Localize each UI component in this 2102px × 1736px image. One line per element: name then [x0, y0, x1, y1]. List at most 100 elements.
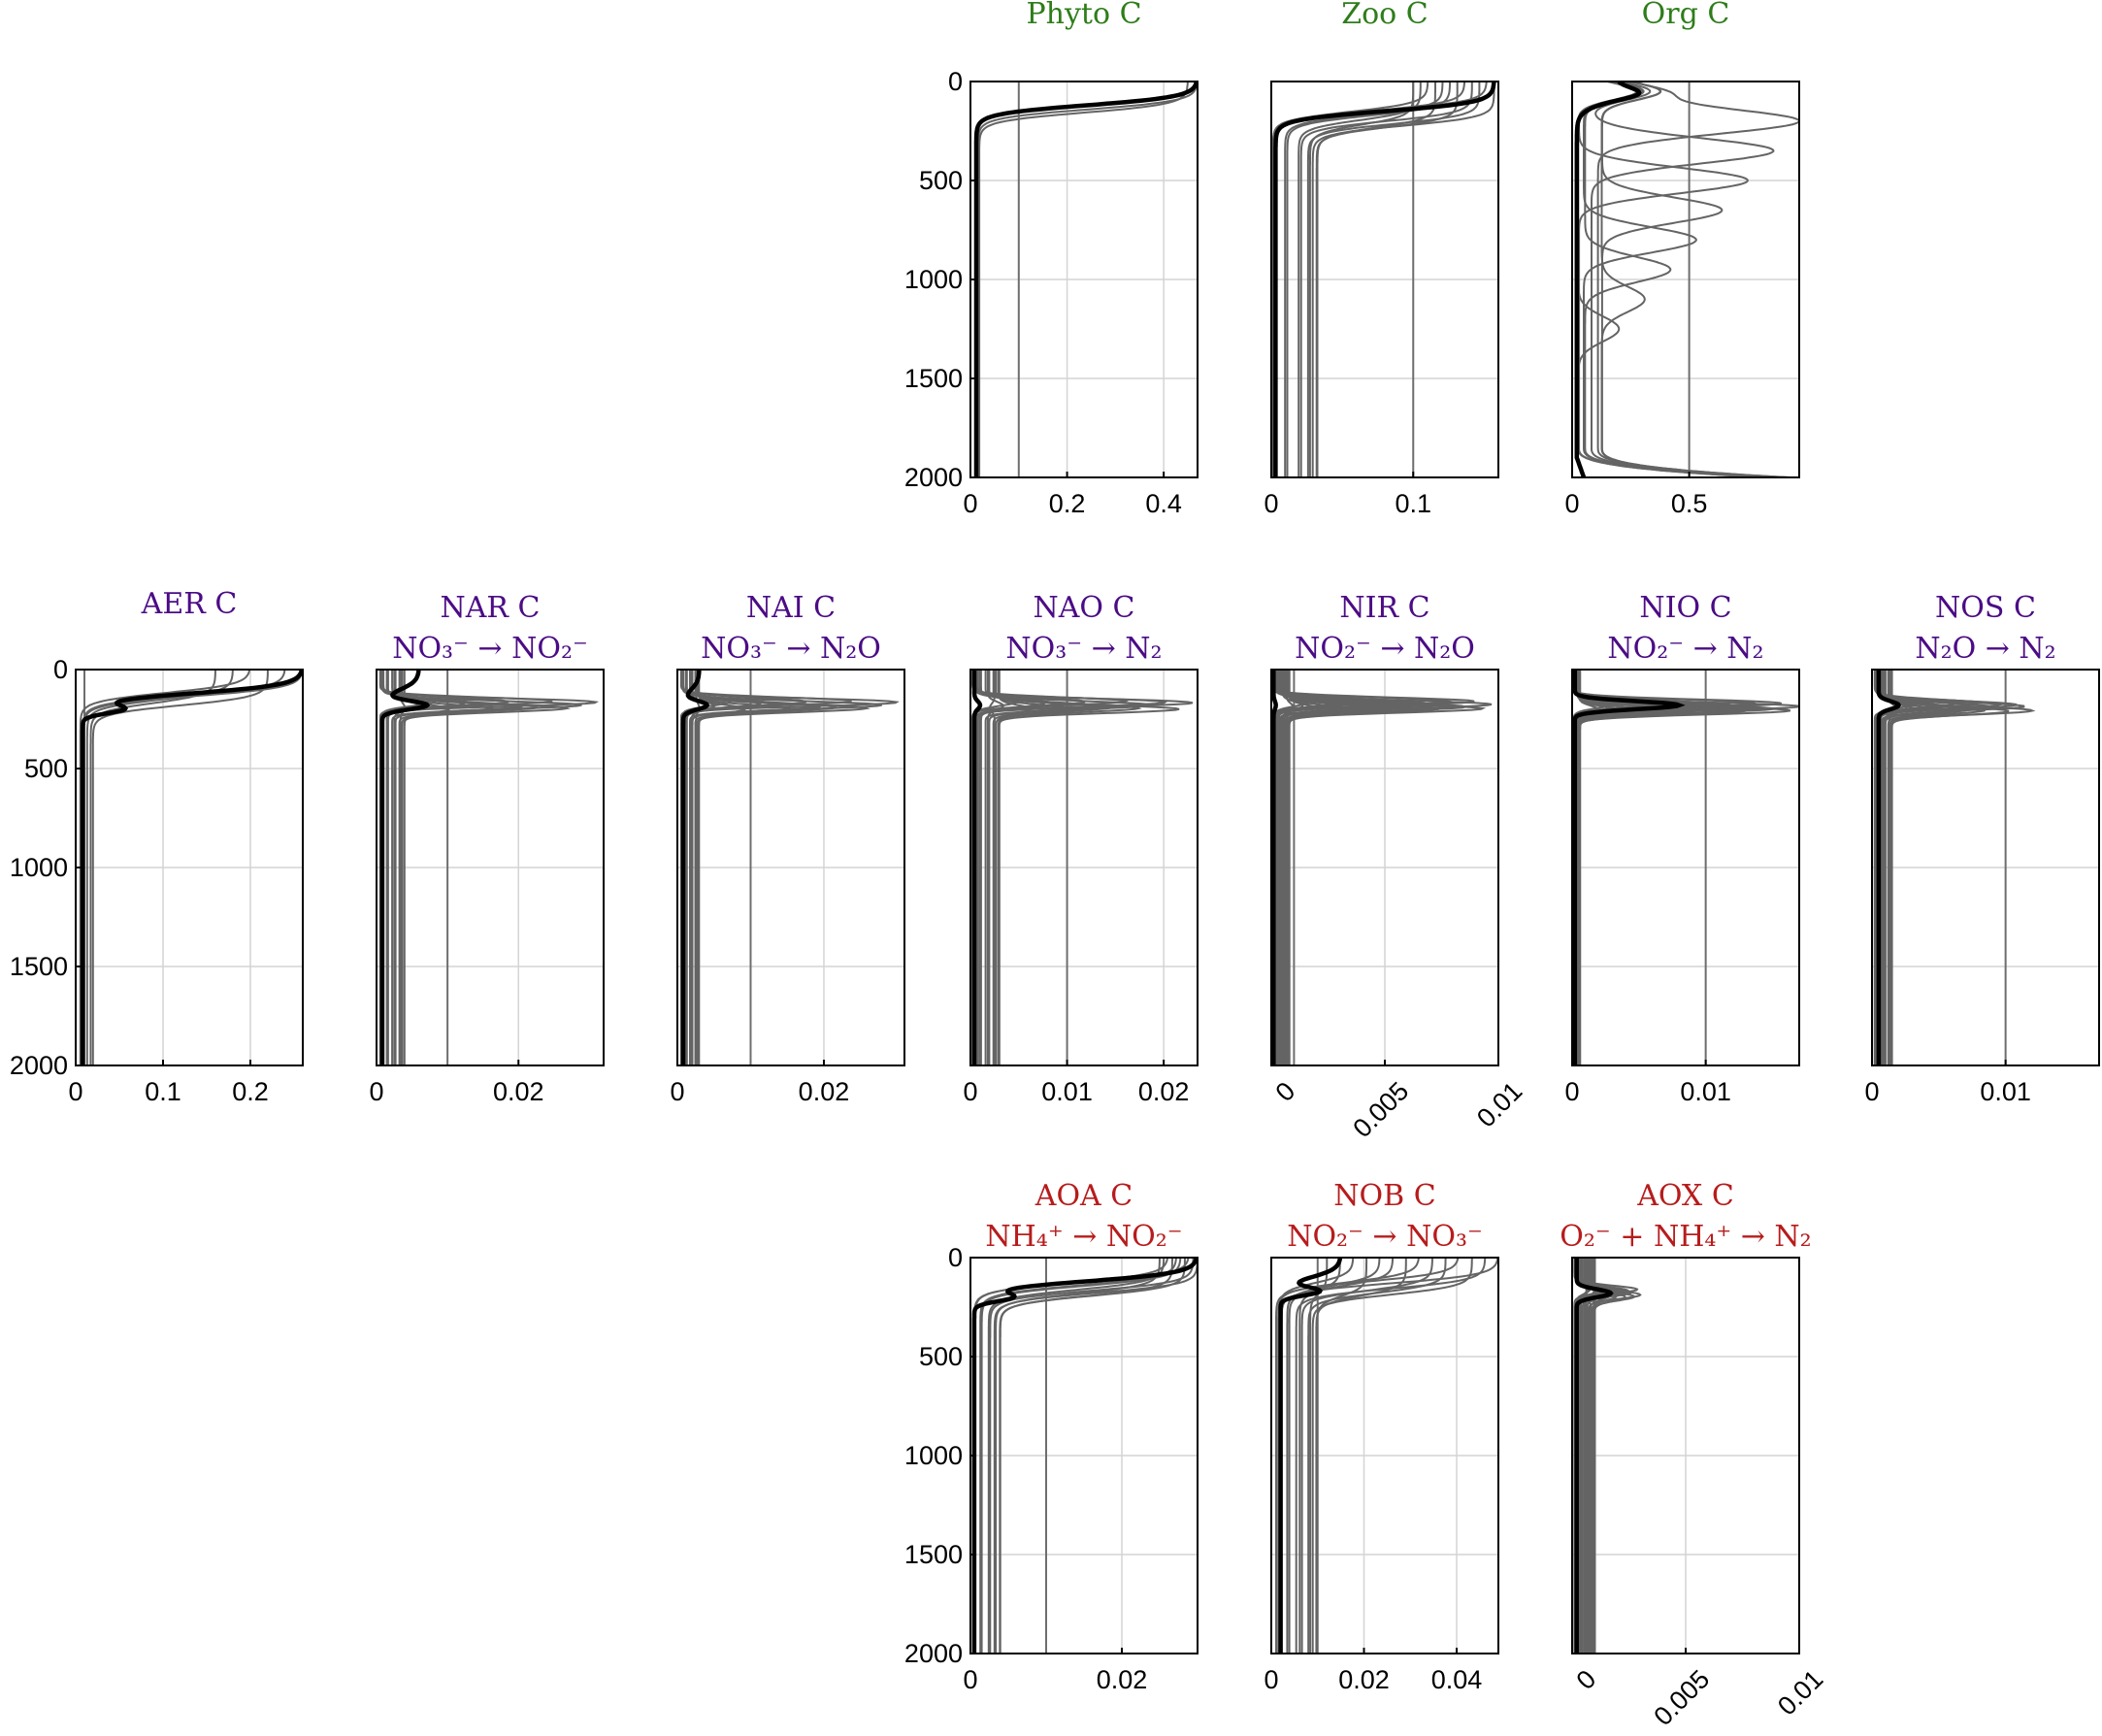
member-series-line [1578, 670, 1791, 1065]
panel-subtitle: N₂O → N₂ [1915, 632, 2055, 666]
member-series-line [1889, 670, 2036, 1065]
y-tick-label: 500 [24, 754, 68, 783]
member-series-line [401, 670, 572, 1065]
member-series-line [1880, 670, 2025, 1065]
median-series-line [80, 670, 303, 1065]
member-series-line [976, 670, 1194, 1065]
x-tick-label: 0 [369, 1077, 383, 1106]
median-series-line [379, 670, 431, 1065]
panel-org: 0 0.5 Org C [1564, 0, 1800, 518]
member-series-line [1890, 670, 2010, 1065]
member-series-line [1287, 670, 1487, 1065]
member-series-line [1282, 670, 1364, 1065]
member-series-line [1884, 670, 1964, 1065]
y-tick-label: 500 [919, 166, 963, 195]
x-tick-label: 0 [1571, 1664, 1602, 1695]
x-tick-label: 0.01 [1680, 1077, 1731, 1106]
member-series-line [984, 670, 1153, 1065]
x-tick-label: 0 [963, 489, 977, 518]
panel-subtitle: O₂⁻ + NH₄⁺ → N₂ [1560, 1220, 1811, 1254]
x-tick-label: 0.005 [1648, 1664, 1715, 1731]
y-tick-label: 1500 [904, 364, 963, 393]
x-tick-label: 0.02 [799, 1077, 850, 1106]
member-series-line [1306, 82, 1481, 477]
panel-title: NIR C [1339, 591, 1429, 625]
member-series-line [980, 1258, 1182, 1654]
panel-title: Org C [1642, 0, 1730, 31]
y-tick-label: 0 [53, 655, 68, 684]
member-series-line [988, 670, 1100, 1065]
panel-title: Zoo C [1341, 0, 1428, 31]
member-series-line [393, 670, 421, 1065]
axes-box [376, 669, 605, 1066]
member-series-line [691, 670, 824, 1065]
panel-nar: 0 0.02 NAR C NO₃⁻ → NO₂⁻ [369, 591, 605, 1106]
member-series-line [1588, 1258, 1642, 1654]
x-tick-label: 0 [1564, 489, 1579, 518]
x-tick-label: 0.01 [1471, 1076, 1527, 1132]
member-series-line [1286, 82, 1452, 477]
member-series-line [1583, 1258, 1621, 1654]
panel-subtitle: NO₃⁻ → N₂O [701, 632, 881, 666]
member-series-line [685, 670, 778, 1065]
panel-phyto: 0 0.2 0.4 0 500 1000 1500 2000 Phyto C [904, 0, 1199, 518]
x-tick-label: 0 [963, 1665, 977, 1694]
median-series-line [1572, 670, 1686, 1065]
member-series-line [1279, 670, 1493, 1065]
member-series-line [1299, 82, 1473, 477]
x-tick-label: 0.01 [1041, 1077, 1093, 1106]
y-tick-label: 1500 [904, 1540, 963, 1569]
member-series-line [986, 670, 1004, 1065]
x-tick-label: 0.1 [145, 1077, 181, 1106]
member-series-line [1311, 1258, 1473, 1654]
axes-box [676, 669, 905, 1066]
panel-title: AER C [141, 587, 238, 621]
axes-box [1571, 669, 1800, 1066]
y-tick-label: 1500 [10, 952, 68, 981]
panel-subtitle: NO₂⁻ → N₂ [1607, 632, 1763, 666]
panel-title: AOX C [1636, 1179, 1734, 1213]
member-series-line [979, 1258, 1177, 1654]
x-tick-label: 0 [1864, 1077, 1879, 1106]
panel-subtitle: NO₃⁻ → N₂ [1005, 632, 1162, 666]
x-tick-label: 0 [68, 1077, 82, 1106]
panel-aoa: 0 0.02 0 500 1000 1500 2000 AOA C NH₄⁺ → NO₂⁻ [904, 1179, 1199, 1694]
member-series-line [1283, 670, 1466, 1065]
member-series-line [1581, 1258, 1633, 1654]
member-series-line [1280, 670, 1400, 1065]
axes-box [1871, 669, 2100, 1066]
panel-title: NAR C [441, 591, 541, 625]
x-tick-label: 0 [670, 1077, 684, 1106]
member-series-line [1593, 1258, 1636, 1654]
member-series-line [91, 670, 269, 1065]
member-series-line [1593, 1258, 1627, 1654]
median-series-line [1278, 1258, 1343, 1654]
panel-title: NAO C [1034, 591, 1135, 625]
member-series-line [1285, 670, 1374, 1065]
median-series-line [680, 670, 710, 1065]
member-series-line [987, 1258, 1166, 1654]
member-series-line [1589, 1258, 1612, 1654]
panel-nir: 0 0.005 0.01 NIR C NO₂⁻ → N₂O [1270, 591, 1528, 1143]
panel-title: NOS C [1935, 591, 2036, 625]
member-series-line [1580, 1258, 1600, 1654]
member-series-line [988, 670, 996, 1065]
y-tick-label: 2000 [904, 1639, 963, 1668]
member-series-line [979, 670, 1060, 1065]
panel-title: AOA C [1035, 1179, 1133, 1213]
member-series-line [1596, 82, 1799, 477]
y-tick-label: 2000 [904, 463, 963, 492]
member-series-line [978, 670, 1046, 1065]
member-series-line [992, 670, 1115, 1065]
axes-box [1270, 81, 1499, 478]
member-series-line [1591, 82, 1780, 477]
panel-subtitle: NH₄⁺ → NO₂⁻ [985, 1220, 1182, 1254]
member-series-line [1288, 670, 1418, 1065]
panel-title: NOB C [1333, 1179, 1435, 1213]
member-series-line [386, 670, 481, 1065]
median-series-line [1271, 670, 1278, 1065]
median-series-line [971, 670, 983, 1065]
median-series-line [1574, 82, 1642, 477]
member-series-line [1277, 1258, 1420, 1654]
member-series-line [1584, 82, 1773, 477]
